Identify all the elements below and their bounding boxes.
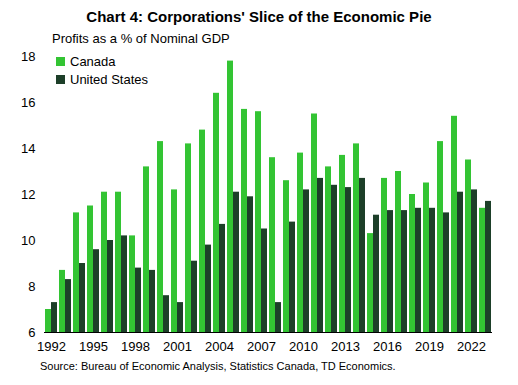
svg-text:8: 8 [28,279,35,294]
html-text:Profits as a % of Nominal GDP: Profits as a % of Nominal GDP [52,31,230,46]
svg-text:6: 6 [28,325,35,340]
svg-text:10: 10 [21,233,35,248]
svg-text:2001: 2001 [163,339,192,354]
svg-text:18: 18 [21,49,35,64]
svg-text:2016: 2016 [373,339,402,354]
svg-text:12: 12 [21,187,35,202]
html-text:Chart 4: Corporations' Slice o: Chart 4: Corporations' Slice of the Econ… [86,8,432,25]
svg-text:2022: 2022 [457,339,486,354]
svg-text:2013: 2013 [331,339,360,354]
html-text:Canada: Canada [70,53,116,69]
svg-text:2007: 2007 [247,339,276,354]
svg-text:16: 16 [21,95,35,110]
svg-text:1995: 1995 [79,339,108,354]
svg-text:1992: 1992 [37,339,66,354]
html-text:United States: United States [70,71,148,87]
svg-text:1998: 1998 [121,339,150,354]
svg-text:14: 14 [21,141,35,156]
svg-text:2010: 2010 [289,339,318,354]
html-text:Source: Bureau of Economic Ana: Source: Bureau of Economic Analysis, Sta… [40,360,396,372]
svg-text:2004: 2004 [205,339,234,354]
svg-text:2019: 2019 [415,339,444,354]
